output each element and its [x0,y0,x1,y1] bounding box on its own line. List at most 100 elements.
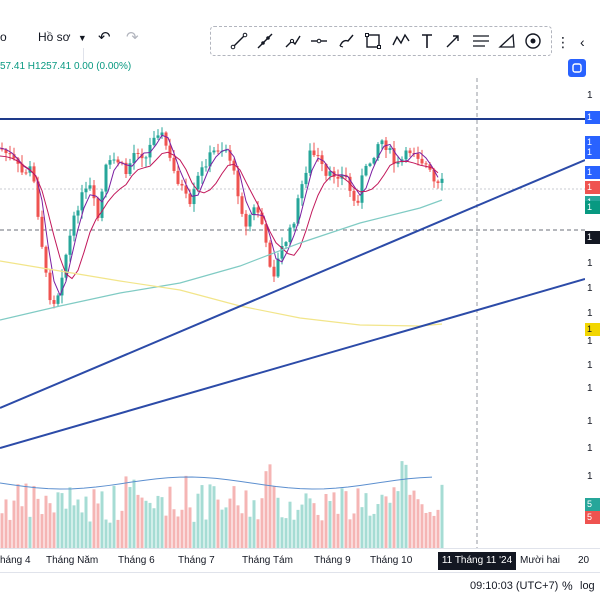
volume-bar [160,497,164,548]
volume-bar [244,490,248,548]
candle-body [236,170,240,197]
volume-bar [156,495,160,548]
volume-bar [220,509,224,548]
profile-button[interactable]: Hồ sơ ▼ [38,30,87,44]
volume-bar [100,491,104,548]
ray-icon[interactable] [255,31,275,51]
undo-icon[interactable]: ↶ [98,29,111,46]
volume-bar [72,505,76,548]
volume-bar [408,494,412,548]
candle-body [284,242,288,246]
volume-bar [192,521,196,548]
redo-icon[interactable]: ↷ [126,29,139,46]
candle-body [104,164,108,192]
arrow-icon[interactable] [443,31,463,51]
volume-bar [360,507,364,548]
text-icon[interactable] [417,31,437,51]
price-tick-label: 1 [587,383,593,394]
volume-bar [280,517,284,548]
candle-body [420,158,424,164]
candle-body [164,132,168,146]
chart-grid [0,78,585,548]
candle-body [108,160,112,165]
clock-timezone[interactable]: 09:10:03 (UTC+7) [470,580,559,592]
path-icon[interactable] [391,31,411,51]
candle-body [72,215,76,236]
candle-body [64,254,68,278]
price-chart-canvas[interactable] [0,78,585,548]
candle-body [12,154,16,159]
candle-body [76,210,80,216]
candle-body [116,159,120,163]
log-scale-toggle[interactable]: log [580,580,595,592]
candle-body [20,163,24,173]
volume-bar [440,484,444,548]
percent-scale-toggle[interactable]: % [562,579,573,593]
volume-bar [120,510,124,548]
ma-mid-line [0,151,439,280]
candle-body [328,171,332,176]
candle-body [216,150,220,152]
candle-body [144,157,148,159]
candle-body [196,175,200,190]
volume-bar [432,515,436,548]
chart-settings-button[interactable] [568,59,586,77]
candle-body [404,150,408,160]
candle-body [352,190,356,201]
candle-body [228,150,232,161]
trend-line-icon[interactable] [229,31,249,51]
volume-bar [400,461,404,548]
volume-bar [412,490,416,548]
drawing-toolbar [210,26,552,56]
time-label: Tháng Tám [242,555,293,566]
candle-body [272,266,276,277]
volume-bar [148,502,152,548]
info-line-icon[interactable] [283,31,303,51]
bottom-status-bar: 09:10:03 (UTC+7) % log [0,572,600,600]
horizontal-ray-icon[interactable] [309,31,329,51]
candle-body [276,258,280,277]
price-tick-label: 1 [587,336,593,347]
candle-body [320,155,324,165]
more-icon[interactable]: ⋮ [556,34,570,50]
volume-bar [180,509,184,548]
volume-bar [368,515,372,548]
candle-body [368,163,372,166]
volume-bar [332,492,336,548]
candle-body [432,169,436,182]
rectangle-icon[interactable] [363,31,383,51]
volume-bar [64,508,68,548]
volume-bar [232,486,236,548]
volume-bar [328,501,332,548]
volume-bar [20,506,24,548]
candle-body [248,215,252,227]
candle-body [168,145,172,158]
visibility-icon[interactable] [523,31,543,51]
price-label-tag: 1 [585,146,600,159]
candle-body [112,159,116,161]
lower-trendline[interactable] [0,278,585,449]
upper-trendline[interactable] [0,159,585,409]
volume-bar [92,489,96,548]
volume-bar [60,493,64,548]
volume-bar [228,498,232,548]
share-icon[interactable]: ‹ [580,34,585,50]
candle-body [4,149,8,154]
shape-icon[interactable] [497,31,517,51]
volume-bar [116,519,120,548]
volume-bar [108,522,112,548]
volume-bar [356,488,360,548]
volume-bar [144,500,148,548]
candle-body [288,227,292,243]
candle-body [232,160,236,171]
price-tick-label: 1 [587,416,593,427]
price-tick-label: 1 [587,283,593,294]
brush-icon[interactable] [337,31,357,51]
candle-body [212,150,216,153]
volume-bar [420,504,424,548]
volume-bar [312,503,316,548]
volume-bar [196,493,200,548]
fib-retracement-icon[interactable] [471,31,491,51]
candle-body [96,198,100,218]
